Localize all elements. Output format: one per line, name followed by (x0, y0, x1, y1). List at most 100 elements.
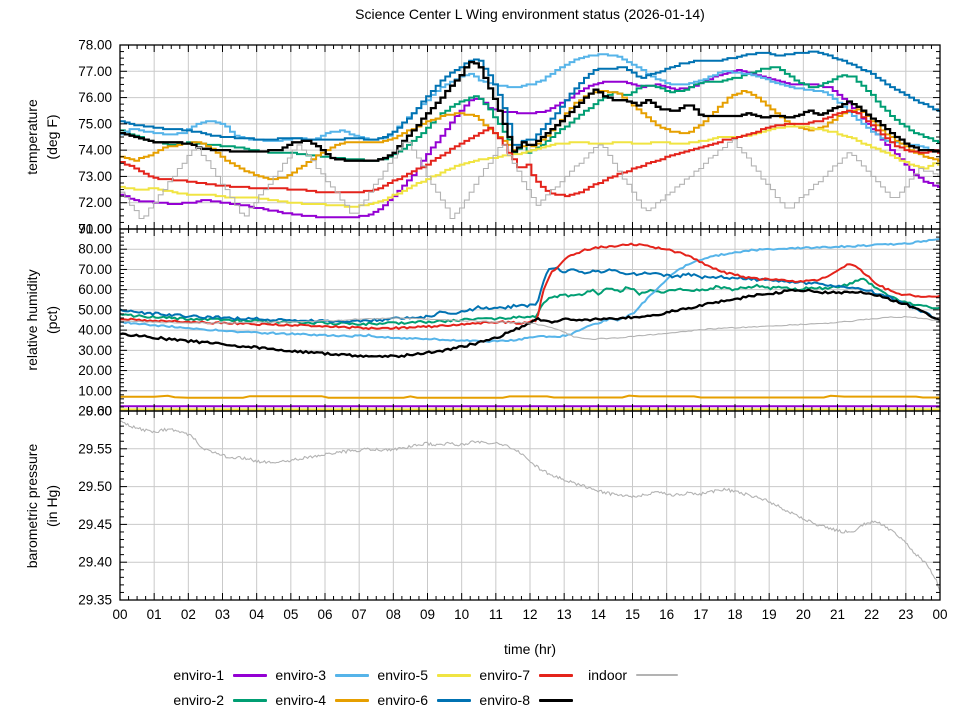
x-tick-label: 20 (796, 607, 811, 622)
x-tick-label: 17 (693, 607, 708, 622)
series-enviro-2 (120, 66, 940, 162)
y-tick-label: 29.55 (78, 441, 112, 456)
legend-item-enviro-5: enviro-5 (372, 667, 474, 683)
x-tick-label: 06 (317, 607, 332, 622)
legend-label: indoor (588, 667, 628, 683)
x-tick-label: 08 (386, 607, 401, 622)
chart-title: Science Center L Wing environment status… (355, 6, 705, 22)
legend-label: enviro-1 (173, 667, 224, 683)
series-enviro-8 (120, 288, 940, 359)
y-tick-label: 80.00 (78, 242, 112, 257)
y-tick-label: 75.00 (78, 116, 112, 131)
y-tick-label: 73.00 (78, 169, 112, 184)
x-tick-label: 22 (864, 607, 879, 622)
legend-label: enviro-8 (479, 692, 530, 708)
x-tick-label: 09 (420, 607, 435, 622)
x-tick-label: 16 (659, 607, 674, 622)
panel-barometric-pressure: 29.35 29.40 29.45 29.50 29.55 29.60 (78, 404, 941, 608)
x-tick-label: 18 (727, 607, 742, 622)
legend-label: enviro-7 (479, 667, 530, 683)
series-enviro-8 (120, 60, 940, 162)
y-tick-label: 78.00 (78, 38, 112, 53)
series-enviro-6 (120, 50, 940, 146)
x-tick-label: 19 (762, 607, 777, 622)
series-enviro-3 (120, 238, 940, 344)
y-tick-label: 71.00 (78, 222, 112, 237)
legend-line-swatch (437, 698, 471, 702)
legend-line-swatch (539, 698, 573, 702)
series-enviro-2 (120, 277, 940, 327)
legend-item-indoor: indoor (576, 667, 678, 683)
legend-line-swatch (539, 673, 573, 677)
x-tick-label: 07 (352, 607, 367, 622)
y-tick-label: 0.00 (86, 404, 112, 419)
series-enviro-4 (120, 394, 940, 399)
y-tick-label: 74.00 (78, 143, 112, 158)
y-tick-label: 60.00 (78, 282, 112, 297)
legend-line-swatch (233, 698, 267, 702)
legend-row-1: enviro-1 enviro-3 enviro-5 enviro-7 indo… (168, 667, 808, 683)
series-indoor (120, 139, 940, 220)
y-tick-label: 70.00 (78, 262, 112, 277)
x-tick-label: 15 (625, 607, 640, 622)
legend-line-swatch (233, 673, 267, 677)
y-tick-label: 40.00 (78, 323, 112, 338)
legend: enviro-1 enviro-3 enviro-5 enviro-7 indo… (168, 667, 808, 717)
x-tick-label: 05 (283, 607, 298, 622)
x-tick-label: 12 (522, 607, 537, 622)
y-tick-label: 72.00 (78, 195, 112, 210)
x-tick-label: 14 (591, 607, 607, 622)
legend-label: enviro-3 (275, 667, 326, 683)
series-enviro-7 (120, 109, 940, 198)
x-axis-title: time (hr) (503, 641, 557, 657)
y-tick-label: 10.00 (78, 383, 112, 398)
x-tick-label: 10 (454, 607, 469, 622)
panel-temperature: 71.00 72.00 73.00 74.00 75.00 76.00 77.00 78.00 (78, 38, 941, 237)
x-tick-label: 04 (249, 607, 265, 622)
y-tick-label: 29.60 (78, 404, 112, 419)
y-tick-label: 76.00 (78, 90, 112, 105)
x-tick-label: 00 (112, 607, 127, 622)
y-tick-label: 29.50 (78, 479, 112, 494)
panel-relative-humidity: 0.00 10.00 20.00 30.00 40.00 50.00 60.00 70.00 8… (78, 222, 941, 419)
legend-item-enviro-6: enviro-6 (372, 692, 474, 708)
legend-line-swatch (636, 674, 678, 676)
y-tick-label: 20.00 (78, 363, 112, 378)
series-enviro-5 (120, 125, 940, 208)
y-tick-label: 29.45 (78, 517, 112, 532)
legend-label: enviro-4 (275, 692, 326, 708)
y-tick-label: 30.00 (78, 343, 112, 358)
x-tick-label: 21 (830, 607, 845, 622)
legend-item-enviro-8: enviro-8 (474, 692, 576, 708)
legend-item-enviro-3: enviro-3 (270, 667, 372, 683)
series-indoor (120, 420, 940, 592)
series-indoor (120, 315, 940, 340)
x-tick-label: 11 (489, 607, 503, 622)
legend-item-enviro-1: enviro-1 (168, 667, 270, 683)
x-tick-label: 00 (932, 607, 947, 622)
legend-line-swatch (335, 673, 369, 677)
legend-line-swatch (335, 698, 369, 702)
x-tick-label: 13 (557, 607, 572, 622)
legend-item-enviro-2: enviro-2 (168, 692, 270, 708)
legend-label: enviro-6 (377, 692, 428, 708)
legend-label: enviro-2 (173, 692, 224, 708)
y-tick-label: 90.00 (78, 222, 112, 237)
y-tick-label: 77.00 (78, 64, 112, 79)
x-tick-label: 03 (215, 607, 230, 622)
x-tick-label: 01 (147, 607, 162, 622)
series-enviro-6 (120, 266, 940, 324)
y-tick-label: 50.00 (78, 302, 112, 317)
legend-row-2: enviro-2 enviro-4 enviro-6 enviro-8 (168, 692, 808, 708)
legend-label: enviro-5 (377, 667, 428, 683)
legend-item-enviro-7: enviro-7 (474, 667, 576, 683)
y-tick-label: 29.35 (78, 593, 112, 608)
x-tick-label: 23 (898, 607, 913, 622)
y-tick-label: 29.40 (78, 555, 112, 570)
legend-item-enviro-4: enviro-4 (270, 692, 372, 708)
series-enviro-4 (120, 90, 940, 181)
legend-line-swatch (437, 673, 471, 677)
x-tick-label: 02 (181, 607, 196, 622)
